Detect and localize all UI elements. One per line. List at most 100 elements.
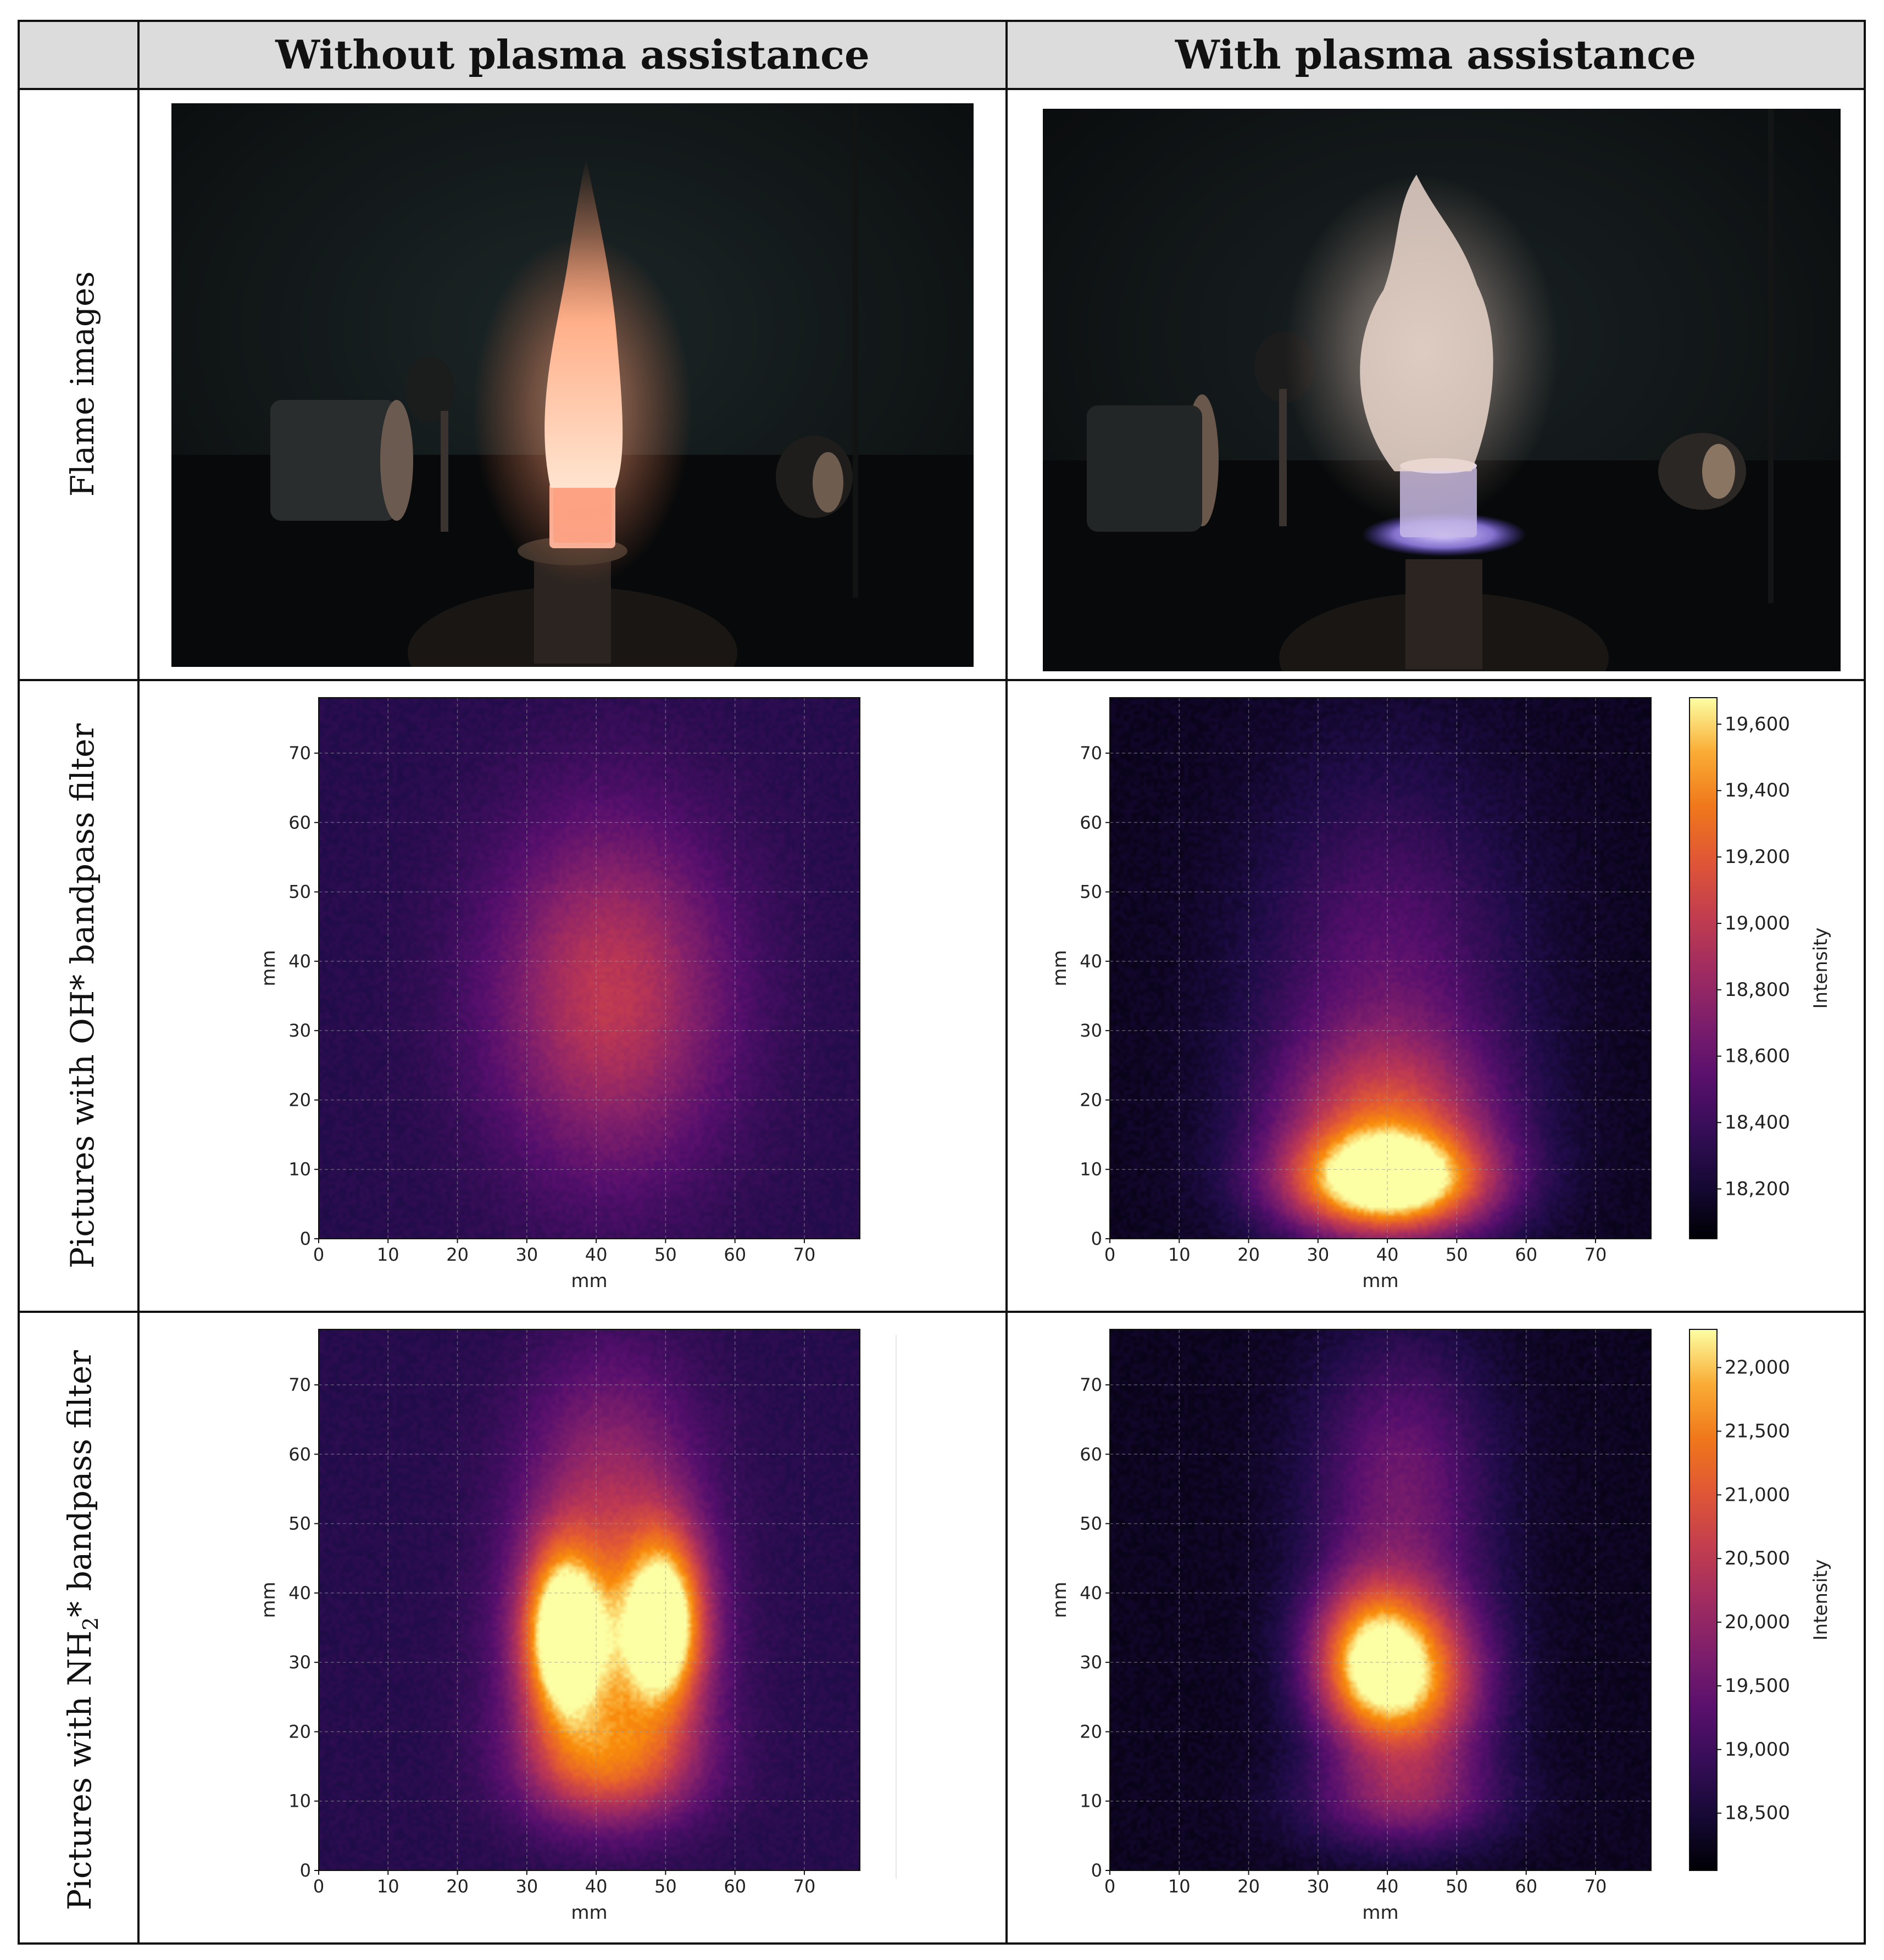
x-tick-label: 20 [446, 1876, 469, 1897]
plot-edge-line [896, 1335, 897, 1879]
y-tick-label: 20 [1080, 1089, 1102, 1110]
x-tick-label: 30 [1307, 1244, 1329, 1265]
y-tick-label: 0 [300, 1860, 311, 1881]
x-tick-label: 10 [1168, 1876, 1191, 1897]
colorbar-tick-label: 18,400 [1725, 1111, 1790, 1133]
heatmap-nh2-plasma: 0 10 20 30 40 50 60 70 0 10 20 30 40 50 60 70 mm mm 18,500… [1049, 1329, 1832, 1924]
x-tick-label: 70 [793, 1876, 816, 1897]
y-tick-label: 0 [1091, 1228, 1102, 1249]
y-axis-label: mm [1049, 1582, 1071, 1618]
x-tick-label: 0 [313, 1244, 324, 1265]
heatmap-oh-plasma: 0 10 20 30 40 50 60 70 0 10 20 30 40 50 60 70 mm mm 18,200… [1049, 697, 1832, 1292]
table-border-top [18, 20, 1866, 22]
flame-photo-without-plasma [171, 103, 974, 667]
row-title-flame-images-text: Flame images [64, 271, 101, 497]
y-axis-label: mm [1049, 950, 1071, 986]
x-tick-label: 60 [724, 1244, 746, 1265]
colorbar-tick-label: 19,000 [1725, 1739, 1790, 1761]
column-title-with-plasma: With plasma assistance [1175, 31, 1696, 78]
x-tick-label: 10 [1168, 1244, 1191, 1265]
x-tick-label: 30 [515, 1876, 538, 1897]
y-tick-label: 20 [288, 1721, 311, 1742]
colorbar [1689, 1329, 1718, 1871]
y-tick-label: 10 [1080, 1159, 1102, 1180]
colorbar-tick-label: 22,000 [1725, 1357, 1790, 1379]
row-title-nh2-filter: Pictures with NH2* bandpass filter [61, 1301, 103, 1960]
y-tick-label: 0 [300, 1228, 311, 1249]
y-axis-label: mm [258, 950, 280, 986]
y-tick-label: 70 [288, 1374, 311, 1395]
heatmap-image [1110, 698, 1651, 1239]
colorbar-tick-label: 18,800 [1725, 979, 1790, 1001]
x-tick-label: 50 [1446, 1876, 1468, 1897]
y-tick-label: 20 [288, 1089, 311, 1110]
y-tick-label: 30 [1080, 1652, 1102, 1673]
colorbar-label: Intensity [1810, 1560, 1832, 1641]
x-tick-label: 70 [1585, 1244, 1607, 1265]
plot-frame [318, 1329, 860, 1871]
y-tick-label: 10 [288, 1159, 311, 1180]
column-title-without-plasma: Without plasma assistance [275, 31, 870, 78]
colorbar-tick-label: 18,600 [1725, 1045, 1790, 1067]
x-tick-label: 10 [377, 1876, 399, 1897]
table-border-bottom [18, 1942, 1866, 1945]
flame-photo-icon [171, 103, 974, 667]
heatmap-oh-no-plasma: 0 10 20 30 40 50 60 70 0 10 20 30 40 50 60 70 mm mm [258, 697, 860, 1292]
x-tick-label: 10 [377, 1244, 399, 1265]
x-tick-label: 20 [1237, 1244, 1260, 1265]
colorbar [1689, 697, 1718, 1239]
x-tick-label: 50 [1446, 1244, 1468, 1265]
colorbar-tick-label: 18,200 [1725, 1178, 1790, 1200]
y-tick-label: 50 [288, 882, 311, 903]
x-tick-label: 0 [313, 1876, 324, 1897]
row-title-nh2-prefix: Pictures with NH [61, 1630, 99, 1911]
y-tick-label: 60 [288, 812, 311, 833]
y-tick-label: 70 [1080, 743, 1102, 764]
flame-photo-icon [1043, 109, 1841, 671]
colorbar-tick-label: 18,500 [1725, 1802, 1790, 1824]
row-title-nh2-suffix: * bandpass filter [61, 1350, 99, 1617]
y-tick-label: 20 [1080, 1721, 1102, 1742]
y-axis-label: mm [258, 1582, 280, 1618]
x-tick-label: 30 [1307, 1876, 1329, 1897]
y-tick-label: 50 [288, 1513, 311, 1534]
table-border-col2 [1005, 20, 1008, 1945]
plot-frame [1109, 697, 1652, 1239]
header-row [19, 21, 1865, 89]
x-tick-label: 60 [724, 1876, 746, 1897]
plot-frame [318, 697, 860, 1239]
heatmap-image [1110, 1329, 1651, 1870]
x-tick-label: 50 [654, 1244, 677, 1265]
flame-photo-with-plasma [1043, 109, 1841, 671]
y-tick-label: 60 [1080, 1444, 1102, 1465]
y-tick-label: 40 [288, 951, 311, 972]
colorbar-tick-label: 19,600 [1725, 713, 1790, 735]
x-tick-label: 20 [1237, 1876, 1260, 1897]
colorbar-tick-label: 19,000 [1725, 912, 1790, 934]
x-tick-label: 70 [1585, 1876, 1607, 1897]
row-title-flame-images: Flame images [64, 109, 101, 659]
y-tick-label: 40 [1080, 1583, 1102, 1603]
x-tick-label: 0 [1104, 1876, 1115, 1897]
x-tick-label: 40 [585, 1244, 608, 1265]
x-tick-label: 70 [793, 1244, 816, 1265]
y-tick-label: 50 [1080, 1513, 1102, 1534]
y-tick-label: 10 [288, 1791, 311, 1812]
table-border-row2 [18, 1311, 1866, 1313]
y-tick-label: 60 [288, 1444, 311, 1465]
row-title-nh2-subscript: 2 [78, 1617, 103, 1631]
table-border-col1 [137, 20, 140, 1945]
y-tick-label: 50 [1080, 882, 1102, 903]
x-axis-label: mm [571, 1902, 607, 1924]
y-tick-label: 30 [288, 1652, 311, 1673]
x-axis-label: mm [1362, 1270, 1398, 1292]
x-tick-label: 40 [585, 1876, 608, 1897]
heatmap-image [319, 1329, 860, 1870]
x-tick-label: 60 [1515, 1876, 1537, 1897]
y-tick-label: 70 [288, 743, 311, 764]
x-tick-label: 60 [1515, 1244, 1537, 1265]
heatmap-image [319, 698, 860, 1239]
y-tick-label: 30 [1080, 1020, 1102, 1041]
colorbar-label: Intensity [1810, 928, 1832, 1009]
table-border-header [18, 88, 1866, 90]
